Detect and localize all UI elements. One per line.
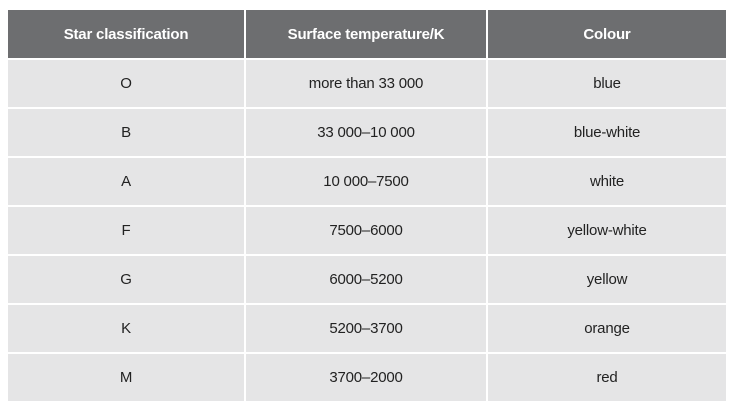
table-row: B 33 000–10 000 blue-white bbox=[8, 109, 726, 158]
cell-star-classification: F bbox=[8, 207, 246, 256]
cell-colour: yellow bbox=[488, 256, 726, 305]
cell-surface-temperature: 6000–5200 bbox=[246, 256, 488, 305]
cell-colour: blue bbox=[488, 60, 726, 109]
cell-star-classification: G bbox=[8, 256, 246, 305]
cell-star-classification: K bbox=[8, 305, 246, 354]
table-body: O more than 33 000 blue B 33 000–10 000 … bbox=[8, 60, 726, 401]
column-header-star-classification: Star classification bbox=[8, 10, 246, 60]
cell-star-classification: A bbox=[8, 158, 246, 207]
table-row: M 3700–2000 red bbox=[8, 354, 726, 401]
cell-colour: yellow-white bbox=[488, 207, 726, 256]
cell-star-classification: M bbox=[8, 354, 246, 401]
header-row: Star classification Surface temperature/… bbox=[8, 10, 726, 60]
cell-star-classification: B bbox=[8, 109, 246, 158]
column-header-colour: Colour bbox=[488, 10, 726, 60]
cell-surface-temperature: 5200–3700 bbox=[246, 305, 488, 354]
table-header: Star classification Surface temperature/… bbox=[8, 10, 726, 60]
cell-surface-temperature: 3700–2000 bbox=[246, 354, 488, 401]
cell-star-classification: O bbox=[8, 60, 246, 109]
cell-colour: blue-white bbox=[488, 109, 726, 158]
cell-surface-temperature: more than 33 000 bbox=[246, 60, 488, 109]
cell-surface-temperature: 33 000–10 000 bbox=[246, 109, 488, 158]
cell-colour: red bbox=[488, 354, 726, 401]
star-classification-table: Star classification Surface temperature/… bbox=[8, 10, 726, 401]
table-row: O more than 33 000 blue bbox=[8, 60, 726, 109]
cell-colour: white bbox=[488, 158, 726, 207]
column-header-surface-temperature: Surface temperature/K bbox=[246, 10, 488, 60]
star-classification-table-container: Star classification Surface temperature/… bbox=[8, 10, 726, 401]
table-row: G 6000–5200 yellow bbox=[8, 256, 726, 305]
cell-surface-temperature: 7500–6000 bbox=[246, 207, 488, 256]
table-row: F 7500–6000 yellow-white bbox=[8, 207, 726, 256]
cell-colour: orange bbox=[488, 305, 726, 354]
cell-surface-temperature: 10 000–7500 bbox=[246, 158, 488, 207]
table-row: K 5200–3700 orange bbox=[8, 305, 726, 354]
table-row: A 10 000–7500 white bbox=[8, 158, 726, 207]
